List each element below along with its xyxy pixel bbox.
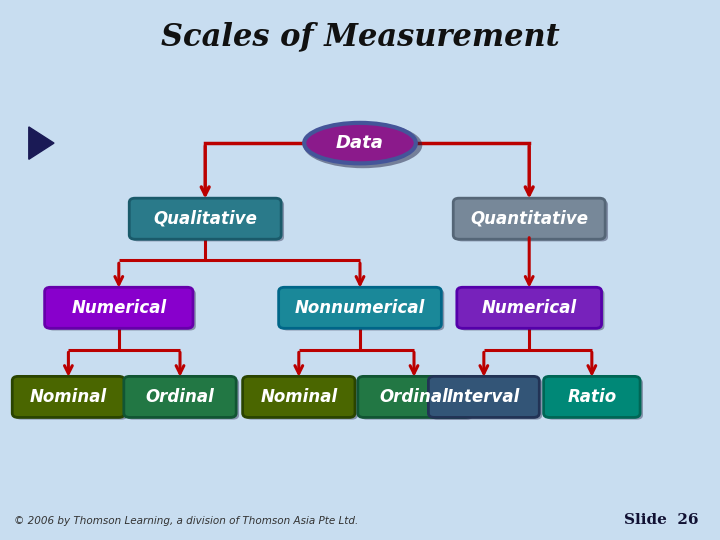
FancyBboxPatch shape bbox=[243, 376, 355, 417]
FancyBboxPatch shape bbox=[282, 289, 444, 330]
FancyBboxPatch shape bbox=[12, 376, 125, 417]
FancyBboxPatch shape bbox=[428, 376, 539, 417]
FancyBboxPatch shape bbox=[279, 287, 441, 328]
Text: © 2006 by Thomson Learning, a division of Thomson Asia Pte Ltd.: © 2006 by Thomson Learning, a division o… bbox=[14, 516, 359, 526]
FancyBboxPatch shape bbox=[431, 379, 542, 420]
Text: Quantitative: Quantitative bbox=[470, 210, 588, 228]
Text: Numerical: Numerical bbox=[71, 299, 166, 317]
FancyBboxPatch shape bbox=[358, 376, 470, 417]
Text: Scales of Measurement: Scales of Measurement bbox=[161, 22, 559, 52]
FancyBboxPatch shape bbox=[130, 198, 281, 239]
FancyBboxPatch shape bbox=[546, 379, 643, 420]
FancyBboxPatch shape bbox=[456, 287, 601, 328]
Text: Ordinal: Ordinal bbox=[145, 388, 215, 406]
FancyBboxPatch shape bbox=[246, 379, 358, 420]
Polygon shape bbox=[29, 127, 54, 159]
Text: Ratio: Ratio bbox=[567, 388, 616, 406]
Ellipse shape bbox=[304, 123, 416, 163]
FancyBboxPatch shape bbox=[124, 376, 236, 417]
FancyBboxPatch shape bbox=[361, 379, 473, 420]
FancyBboxPatch shape bbox=[48, 289, 196, 330]
FancyBboxPatch shape bbox=[45, 287, 193, 328]
FancyBboxPatch shape bbox=[15, 379, 127, 420]
FancyBboxPatch shape bbox=[456, 200, 608, 241]
FancyBboxPatch shape bbox=[459, 289, 604, 330]
Text: Data: Data bbox=[336, 134, 384, 152]
Ellipse shape bbox=[304, 122, 422, 168]
FancyBboxPatch shape bbox=[127, 379, 239, 420]
Text: Slide  26: Slide 26 bbox=[624, 512, 698, 526]
Text: Ordinal: Ordinal bbox=[379, 388, 449, 406]
FancyBboxPatch shape bbox=[454, 198, 605, 239]
FancyBboxPatch shape bbox=[132, 200, 284, 241]
Text: Interval: Interval bbox=[447, 388, 521, 406]
Text: Qualitative: Qualitative bbox=[153, 210, 257, 228]
FancyBboxPatch shape bbox=[544, 376, 640, 417]
Text: Nominal: Nominal bbox=[260, 388, 338, 406]
Text: Nominal: Nominal bbox=[30, 388, 107, 406]
Text: Nonnumerical: Nonnumerical bbox=[294, 299, 426, 317]
Text: Numerical: Numerical bbox=[482, 299, 577, 317]
